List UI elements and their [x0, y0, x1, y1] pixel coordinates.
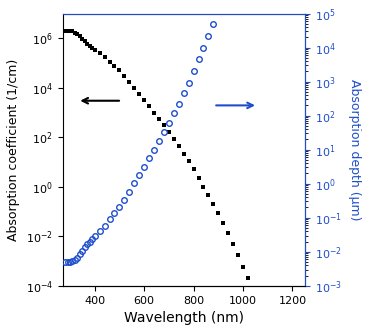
Y-axis label: Absorption depth (μm): Absorption depth (μm)	[348, 79, 361, 220]
X-axis label: Wavelength (nm): Wavelength (nm)	[124, 311, 244, 325]
Y-axis label: Absorption coefficient (1/cm): Absorption coefficient (1/cm)	[7, 58, 20, 241]
